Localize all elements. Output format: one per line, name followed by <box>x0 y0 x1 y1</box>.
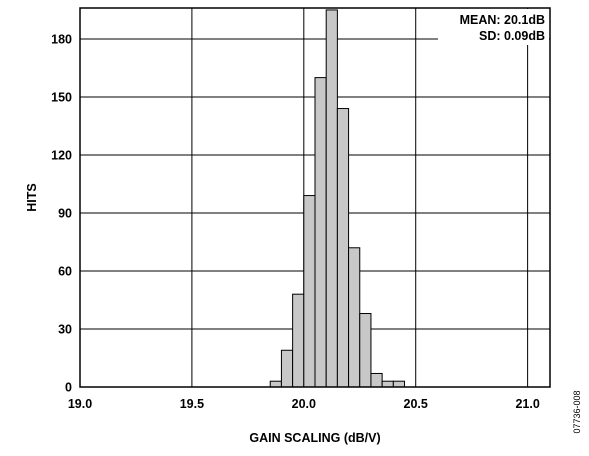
x-tick-label: 20.5 <box>404 397 428 411</box>
histogram-bar <box>381 380 394 388</box>
y-tick-label: 90 <box>58 206 72 220</box>
y-tick-label: 180 <box>51 32 72 46</box>
y-tick-labels: 0 30 60 90 120 150 180 <box>51 32 72 394</box>
x-tick-label: 21.0 <box>515 397 539 411</box>
y-tick-label: 0 <box>65 381 72 395</box>
x-tick-label: 19.0 <box>68 397 92 411</box>
histogram-bars <box>269 9 406 388</box>
annotation-mean: MEAN: 20.1dB <box>460 13 545 27</box>
y-tick-label: 150 <box>51 90 72 104</box>
histogram-bar <box>314 77 327 388</box>
histogram-bar <box>370 372 383 388</box>
y-tick-label: 120 <box>51 148 72 162</box>
y-tick-label: 60 <box>58 264 72 278</box>
x-tick-labels: 19.0 19.5 20.0 20.5 21.0 <box>68 397 540 411</box>
histogram-bar <box>392 380 406 388</box>
histogram-bar <box>303 195 316 388</box>
figure-code: 07736-008 <box>572 390 582 433</box>
histogram-bar <box>348 247 361 388</box>
y-tick-label: 30 <box>58 322 72 336</box>
histogram-bar <box>269 380 282 388</box>
histogram-bar <box>359 313 372 388</box>
y-axis-label: HITS <box>25 183 39 211</box>
stats-annotation-box <box>438 9 549 45</box>
plot-frame <box>79 7 551 388</box>
x-tick-label: 19.5 <box>180 397 204 411</box>
x-axis-label: GAIN SCALING (dB/V) <box>249 431 380 445</box>
histogram-bar <box>336 108 350 388</box>
annotation-sd: SD: 0.09dB <box>479 29 545 43</box>
histogram-bar <box>280 349 294 388</box>
x-tick-label: 20.0 <box>292 397 316 411</box>
histogram-bar <box>292 293 305 388</box>
histogram-bar <box>325 9 338 388</box>
